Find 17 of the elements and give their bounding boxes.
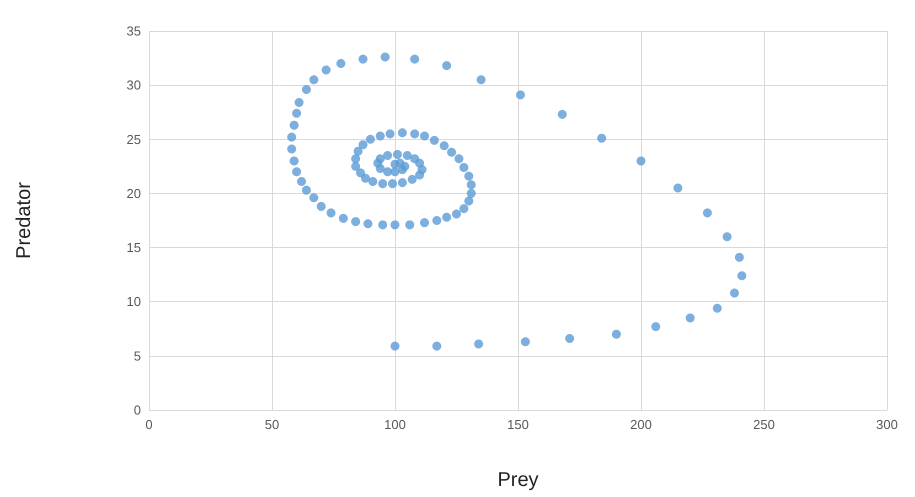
y-tick-label: 0 bbox=[134, 402, 141, 418]
y-axis-title: Predator bbox=[13, 182, 35, 259]
x-tick-label: 200 bbox=[630, 417, 652, 432]
x-tick-label: 50 bbox=[264, 417, 280, 432]
y-tick-label: 15 bbox=[126, 240, 141, 256]
y-tick-label: 30 bbox=[126, 78, 141, 93]
y-tick-label: 20 bbox=[126, 186, 141, 201]
y-tick-label: 25 bbox=[126, 132, 141, 147]
x-axis-title: Prey bbox=[497, 469, 539, 491]
y-tick-label: 35 bbox=[126, 24, 141, 38]
x-tick-label: 100 bbox=[384, 417, 406, 432]
x-tick-label: 150 bbox=[507, 417, 529, 432]
y-tick-label: 10 bbox=[126, 294, 141, 310]
y-tick-label: 5 bbox=[134, 348, 141, 364]
x-tick-label: 300 bbox=[876, 417, 898, 432]
x-tick-label: 250 bbox=[753, 417, 775, 432]
x-tick-label: 0 bbox=[145, 417, 153, 432]
